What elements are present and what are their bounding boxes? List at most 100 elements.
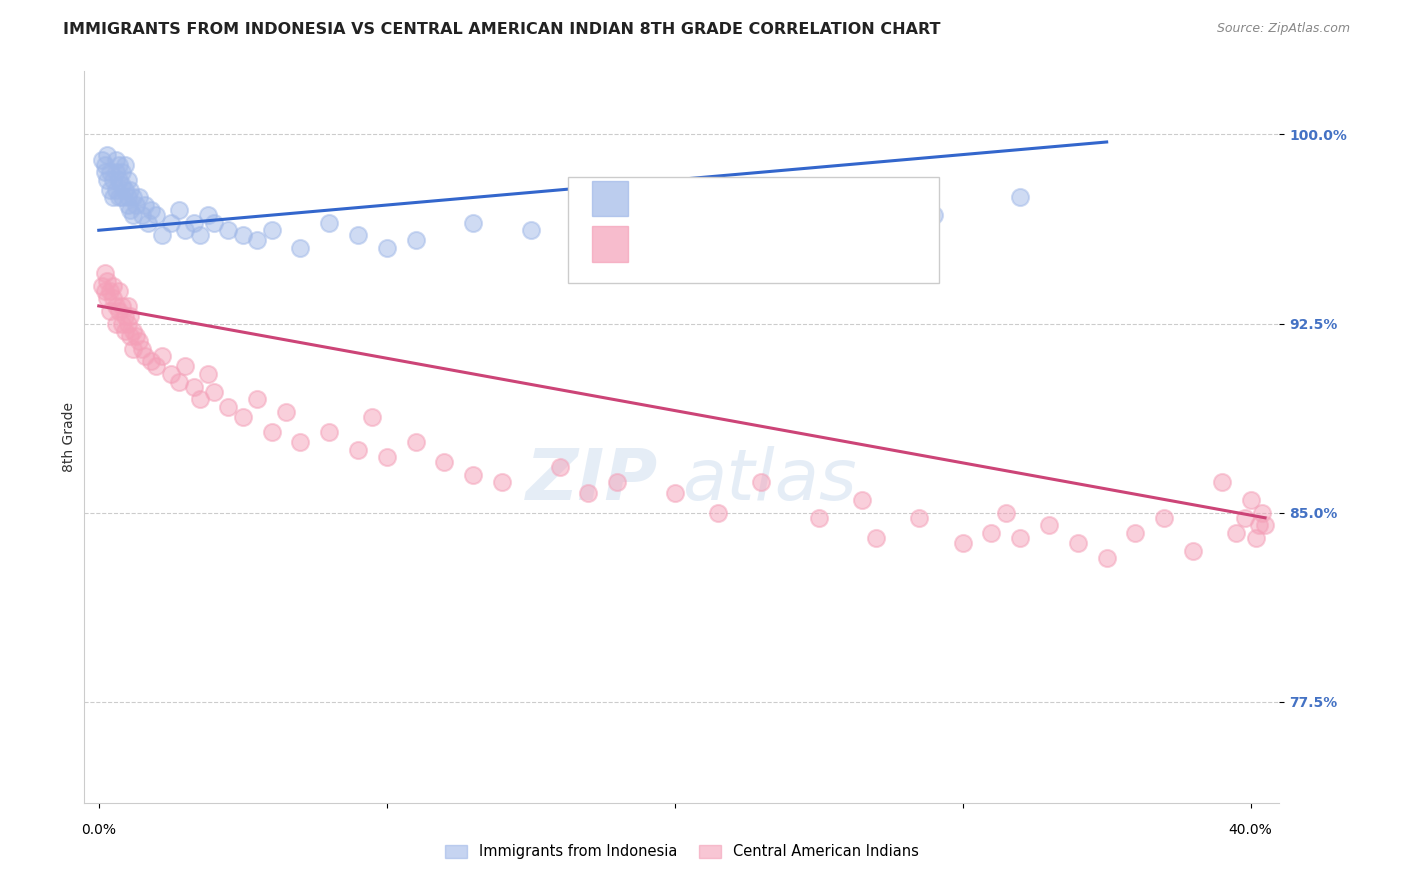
Point <box>232 228 254 243</box>
Point <box>1225 525 1247 540</box>
Point <box>1095 551 1118 566</box>
Point <box>93 284 115 298</box>
Point <box>375 450 398 465</box>
Point <box>1246 531 1268 545</box>
Point <box>108 158 131 172</box>
Point <box>131 208 153 222</box>
Point <box>150 350 173 364</box>
Point <box>1182 543 1205 558</box>
Point <box>98 165 121 179</box>
Point <box>347 442 370 457</box>
Point <box>318 425 340 439</box>
Point <box>111 299 134 313</box>
Point <box>101 190 124 204</box>
Point <box>98 284 121 298</box>
Point <box>188 228 211 243</box>
Point <box>188 392 211 407</box>
Point <box>664 485 686 500</box>
Point <box>1211 475 1233 490</box>
Point <box>994 506 1017 520</box>
Point <box>908 510 931 524</box>
Point <box>117 190 139 204</box>
Point <box>260 425 283 439</box>
Point <box>606 475 628 490</box>
Point <box>519 223 541 237</box>
Point <box>150 228 173 243</box>
Point <box>174 359 197 374</box>
Point <box>405 233 427 247</box>
Point <box>117 173 139 187</box>
Point <box>922 208 945 222</box>
Point <box>202 216 225 230</box>
Point <box>93 165 115 179</box>
Point <box>122 324 145 338</box>
Point <box>90 278 112 293</box>
Point <box>120 183 142 197</box>
Point <box>114 183 136 197</box>
Point <box>93 158 115 172</box>
Point <box>548 460 571 475</box>
Point <box>134 350 156 364</box>
Point <box>114 324 136 338</box>
Text: Source: ZipAtlas.com: Source: ZipAtlas.com <box>1216 22 1350 36</box>
Point <box>1249 518 1271 533</box>
Point <box>105 299 128 313</box>
Point <box>159 367 181 381</box>
Point <box>111 317 134 331</box>
Point <box>111 178 134 192</box>
Point <box>952 536 974 550</box>
Point <box>122 190 145 204</box>
Point <box>980 525 1002 540</box>
Point <box>1254 518 1277 533</box>
Text: 40.0%: 40.0% <box>1229 823 1272 837</box>
FancyBboxPatch shape <box>592 181 628 216</box>
Point <box>108 284 131 298</box>
Point <box>120 309 142 323</box>
Point <box>159 216 181 230</box>
Point <box>131 342 153 356</box>
Point <box>108 190 131 204</box>
Point <box>246 392 269 407</box>
Text: 0.0%: 0.0% <box>82 823 117 837</box>
Point <box>169 203 191 218</box>
Y-axis label: 8th Grade: 8th Grade <box>62 402 76 472</box>
Point <box>96 147 118 161</box>
Point <box>145 208 167 222</box>
Point <box>1125 525 1147 540</box>
Point <box>105 165 128 179</box>
Point <box>136 216 159 230</box>
Point <box>98 183 121 197</box>
Point <box>169 375 191 389</box>
Point <box>139 203 162 218</box>
Point <box>217 400 239 414</box>
Point <box>807 216 830 230</box>
Point <box>183 216 205 230</box>
Point <box>145 359 167 374</box>
Point <box>260 223 283 237</box>
Point <box>96 173 118 187</box>
Point <box>197 367 219 381</box>
Text: IMMIGRANTS FROM INDONESIA VS CENTRAL AMERICAN INDIAN 8TH GRADE CORRELATION CHART: IMMIGRANTS FROM INDONESIA VS CENTRAL AME… <box>63 22 941 37</box>
Point <box>217 223 239 237</box>
Point <box>405 435 427 450</box>
Point <box>120 329 142 343</box>
Point <box>576 208 599 222</box>
Point <box>290 435 312 450</box>
Point <box>111 190 134 204</box>
Point <box>114 309 136 323</box>
Point <box>98 304 121 318</box>
Point <box>122 342 145 356</box>
Point <box>93 266 115 280</box>
Point <box>125 198 148 212</box>
Point <box>101 291 124 305</box>
Point <box>1240 493 1263 508</box>
Point <box>318 216 340 230</box>
Point <box>1251 506 1274 520</box>
Point <box>463 216 485 230</box>
Text: ZIP: ZIP <box>526 447 658 516</box>
Point <box>134 198 156 212</box>
Point <box>707 506 730 520</box>
Point <box>1010 531 1032 545</box>
Point <box>122 208 145 222</box>
Point <box>128 190 150 204</box>
